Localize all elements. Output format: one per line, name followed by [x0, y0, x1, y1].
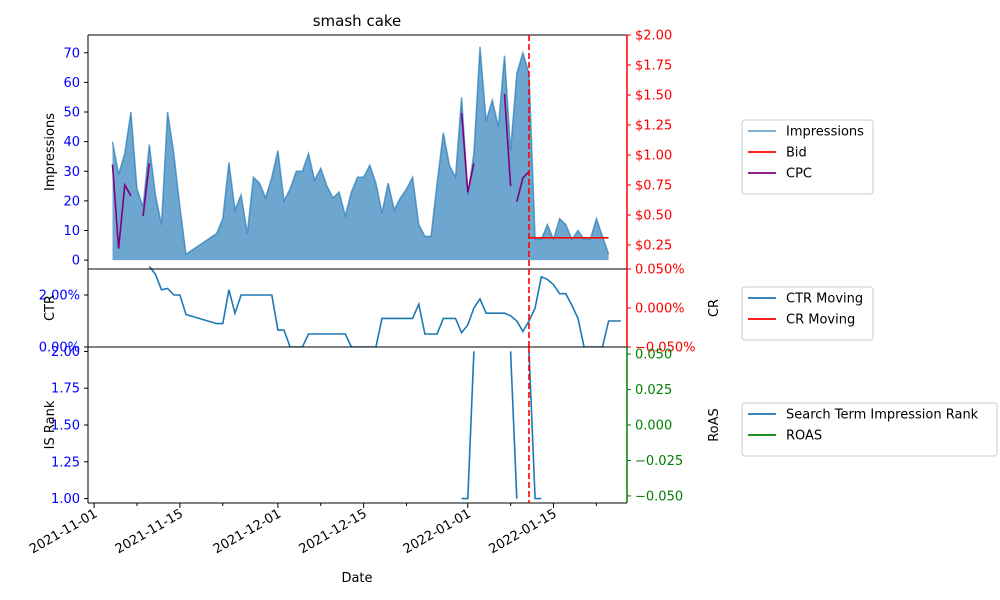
y-right-tick-label: −0.050: [635, 489, 683, 504]
ctr-moving-line: [148, 265, 621, 348]
y-right-tick-label: $0.50: [635, 209, 672, 224]
y-right-tick-label: −0.025: [635, 454, 683, 469]
y-right-axis-label: CR: [707, 299, 722, 317]
legends: Impressions Bid CPC CTR Moving CR Moving Sear…: [741, 119, 998, 457]
legend-label: ROAS: [786, 429, 822, 444]
y-right-tick-label: $1.00: [635, 149, 672, 164]
y-left-tick-label: 10: [63, 224, 80, 239]
cpc-line: [111, 164, 132, 249]
plot-area: [88, 347, 627, 503]
y-left-tick-label: 0: [72, 254, 80, 269]
search-term-impression-rank-line: [509, 351, 518, 499]
cpc-line: [516, 171, 530, 202]
legend-label: Impressions: [786, 125, 864, 140]
legend-label: CTR Moving: [786, 292, 863, 307]
y-right-tick-label: $1.75: [635, 59, 672, 74]
y-left-axis-label: Impressions: [43, 113, 58, 191]
y-right-axis-label: RoAS: [707, 408, 722, 442]
y-left-axis-label: IS Rank: [43, 400, 58, 449]
legend-label: Bid: [786, 146, 807, 161]
y-left-tick-label: 70: [63, 46, 80, 61]
rank-panel: 1.00 1.25 1.50 1.75 2.00 −0.050 −0.025 0.000 0.0…: [43, 345, 722, 507]
y-right-tick-label: 0.050: [635, 348, 672, 363]
x-tick-label: 2022-01-15: [487, 506, 560, 557]
legend-box: [741, 119, 874, 195]
legend-label: Search Term Impression Rank: [786, 408, 979, 423]
y-right-tick-label: $1.50: [635, 89, 672, 104]
y-left-tick-label: 2.00%: [39, 289, 80, 304]
impressions-line: [111, 46, 610, 256]
y-right-tick-label: $0.25: [635, 239, 672, 254]
chart-title: smash cake: [313, 12, 402, 30]
date-axis: 2021-11-01 2021-11-15 2021-12-01 2021-12-15…: [27, 503, 597, 557]
y-left-axis-label: CTR: [43, 295, 58, 321]
y-right-tick-label: $0.75: [635, 179, 672, 194]
y-left-tick-label: 2.00: [51, 345, 80, 360]
y-right-tick-label: 0.000%: [635, 302, 685, 317]
legend-box: [741, 286, 874, 341]
y-left-tick-label: 30: [63, 165, 80, 180]
y-left-tick-label: 20: [63, 194, 80, 209]
x-tick-label: 2021-11-01: [27, 506, 100, 557]
y-right-tick-label: 0.025: [635, 383, 672, 398]
impressions-panel: 0 10 20 30 40 50 60 70 $0.25 $0.50 $0.75 $1.00 $1.25…: [43, 29, 672, 270]
y-left-tick-label: 1.00: [51, 492, 80, 507]
cpc-line: [460, 112, 475, 193]
legend-label: CPC: [786, 167, 812, 182]
search-term-impression-rank-line: [461, 351, 475, 500]
y-left-tick-label: 1.75: [51, 382, 80, 397]
cpc-line: [142, 163, 151, 217]
plot-area: [88, 269, 627, 347]
y-left-tick-label: 50: [63, 106, 80, 121]
y-left-tick-label: 60: [63, 76, 80, 91]
search-term-impression-rank-line: [528, 351, 542, 500]
y-left-tick-label: 1.25: [51, 455, 80, 470]
x-tick-label: 2022-01-01: [401, 506, 474, 557]
x-tick-label: 2021-12-15: [297, 506, 370, 557]
y-right-tick-label: $1.25: [635, 119, 672, 134]
x-tick-label: 2021-12-01: [211, 506, 284, 557]
y-right-tick-label: −0.050%: [635, 341, 695, 356]
y-right-tick-label: 0.000: [635, 419, 672, 434]
y-left-tick-label: 0.00%: [39, 341, 80, 356]
legend-box: [741, 402, 998, 457]
legend-label: CR Moving: [786, 313, 855, 328]
y-right-tick-label: $2.00: [635, 29, 672, 44]
x-tick-label: 2021-11-15: [113, 506, 186, 557]
cpc-line: [503, 93, 512, 187]
x-axis-label: Date: [341, 571, 372, 586]
y-left-tick-label: 1.50: [51, 419, 80, 434]
y-left-tick-label: 40: [63, 135, 80, 150]
ctr-panel: 0.00% 2.00% −0.050% 0.000% 0.050% CTR CR: [39, 263, 722, 356]
y-right-tick-label: 0.050%: [635, 263, 685, 278]
